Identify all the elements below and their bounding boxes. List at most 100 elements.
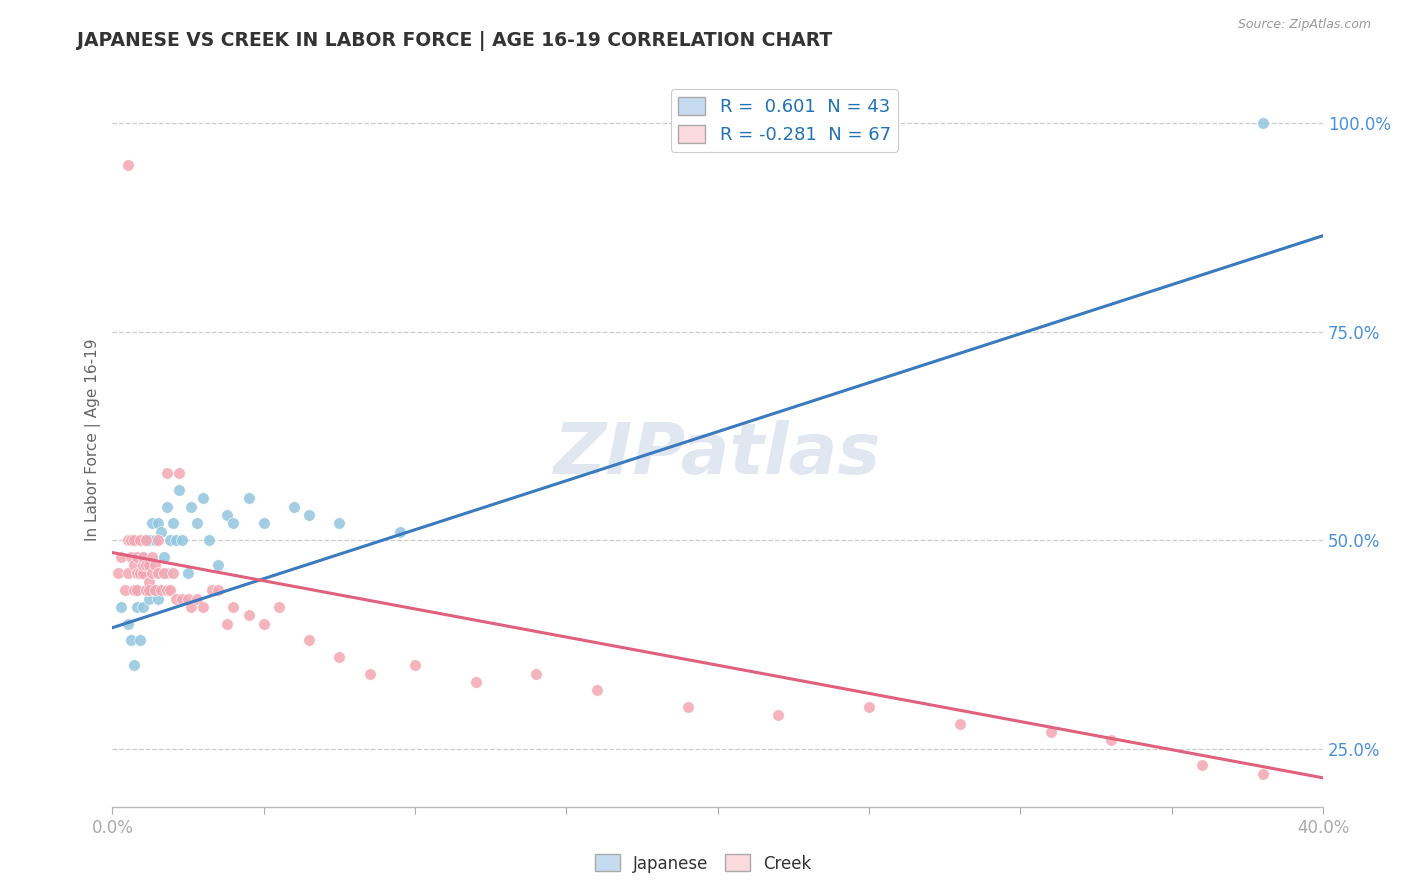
- Point: [198, 533, 221, 548]
- Point: [141, 549, 163, 564]
- Point: [180, 500, 202, 514]
- Point: [131, 549, 153, 564]
- Point: [135, 558, 157, 573]
- Point: [110, 599, 132, 614]
- Point: [128, 533, 150, 548]
- Point: [120, 633, 142, 648]
- Point: [222, 599, 245, 614]
- Point: [141, 566, 163, 581]
- Point: [207, 583, 229, 598]
- Point: [1099, 733, 1122, 747]
- Point: [359, 666, 381, 681]
- Point: [122, 658, 145, 673]
- Point: [146, 516, 169, 531]
- Point: [177, 591, 200, 606]
- Text: ZIPatlas: ZIPatlas: [554, 420, 882, 489]
- Point: [388, 524, 411, 539]
- Point: [1039, 725, 1062, 739]
- Point: [122, 558, 145, 573]
- Point: [949, 716, 972, 731]
- Point: [159, 533, 181, 548]
- Point: [1251, 766, 1274, 780]
- Point: [238, 608, 260, 623]
- Point: [1251, 116, 1274, 130]
- Point: [186, 516, 208, 531]
- Point: [110, 549, 132, 564]
- Point: [162, 566, 184, 581]
- Point: [149, 524, 172, 539]
- Point: [117, 533, 139, 548]
- Point: [170, 533, 193, 548]
- Point: [328, 649, 350, 664]
- Point: [159, 583, 181, 598]
- Point: [676, 700, 699, 714]
- Legend: Japanese, Creek: Japanese, Creek: [588, 847, 818, 880]
- Point: [1191, 758, 1213, 772]
- Point: [135, 583, 157, 598]
- Point: [146, 566, 169, 581]
- Point: [125, 583, 148, 598]
- Point: [253, 516, 276, 531]
- Point: [298, 633, 321, 648]
- Point: [146, 533, 169, 548]
- Point: [125, 599, 148, 614]
- Point: [122, 583, 145, 598]
- Text: JAPANESE VS CREEK IN LABOR FORCE | AGE 16-19 CORRELATION CHART: JAPANESE VS CREEK IN LABOR FORCE | AGE 1…: [77, 31, 832, 51]
- Point: [1296, 867, 1319, 881]
- Point: [186, 591, 208, 606]
- Point: [156, 566, 179, 581]
- Point: [128, 566, 150, 581]
- Point: [149, 583, 172, 598]
- Point: [131, 549, 153, 564]
- Point: [122, 533, 145, 548]
- Point: [138, 574, 160, 589]
- Point: [162, 516, 184, 531]
- Point: [585, 683, 607, 698]
- Point: [114, 583, 136, 598]
- Point: [131, 558, 153, 573]
- Legend: R =  0.601  N = 43, R = -0.281  N = 67: R = 0.601 N = 43, R = -0.281 N = 67: [671, 89, 898, 152]
- Point: [146, 591, 169, 606]
- Point: [143, 583, 166, 598]
- Point: [217, 508, 239, 522]
- Point: [165, 533, 187, 548]
- Point: [253, 616, 276, 631]
- Point: [120, 533, 142, 548]
- Point: [138, 558, 160, 573]
- Point: [117, 158, 139, 172]
- Point: [117, 566, 139, 581]
- Text: Source: ZipAtlas.com: Source: ZipAtlas.com: [1237, 18, 1371, 31]
- Point: [141, 516, 163, 531]
- Point: [207, 558, 229, 573]
- Point: [193, 491, 215, 506]
- Point: [165, 591, 187, 606]
- Point: [177, 566, 200, 581]
- Point: [167, 467, 190, 481]
- Point: [138, 591, 160, 606]
- Point: [135, 533, 157, 548]
- Point: [283, 500, 305, 514]
- Point: [135, 533, 157, 548]
- Point: [193, 599, 215, 614]
- Point: [217, 616, 239, 631]
- Point: [156, 467, 179, 481]
- Point: [167, 483, 190, 497]
- Point: [135, 583, 157, 598]
- Point: [404, 658, 426, 673]
- Point: [128, 566, 150, 581]
- Point: [131, 599, 153, 614]
- Point: [153, 566, 176, 581]
- Y-axis label: In Labor Force | Age 16-19: In Labor Force | Age 16-19: [86, 339, 101, 541]
- Point: [298, 508, 321, 522]
- Point: [156, 500, 179, 514]
- Point: [201, 583, 224, 598]
- Point: [117, 616, 139, 631]
- Point: [138, 583, 160, 598]
- Point: [131, 566, 153, 581]
- Point: [267, 599, 290, 614]
- Point: [143, 533, 166, 548]
- Point: [170, 591, 193, 606]
- Point: [768, 708, 790, 723]
- Point: [328, 516, 350, 531]
- Point: [125, 566, 148, 581]
